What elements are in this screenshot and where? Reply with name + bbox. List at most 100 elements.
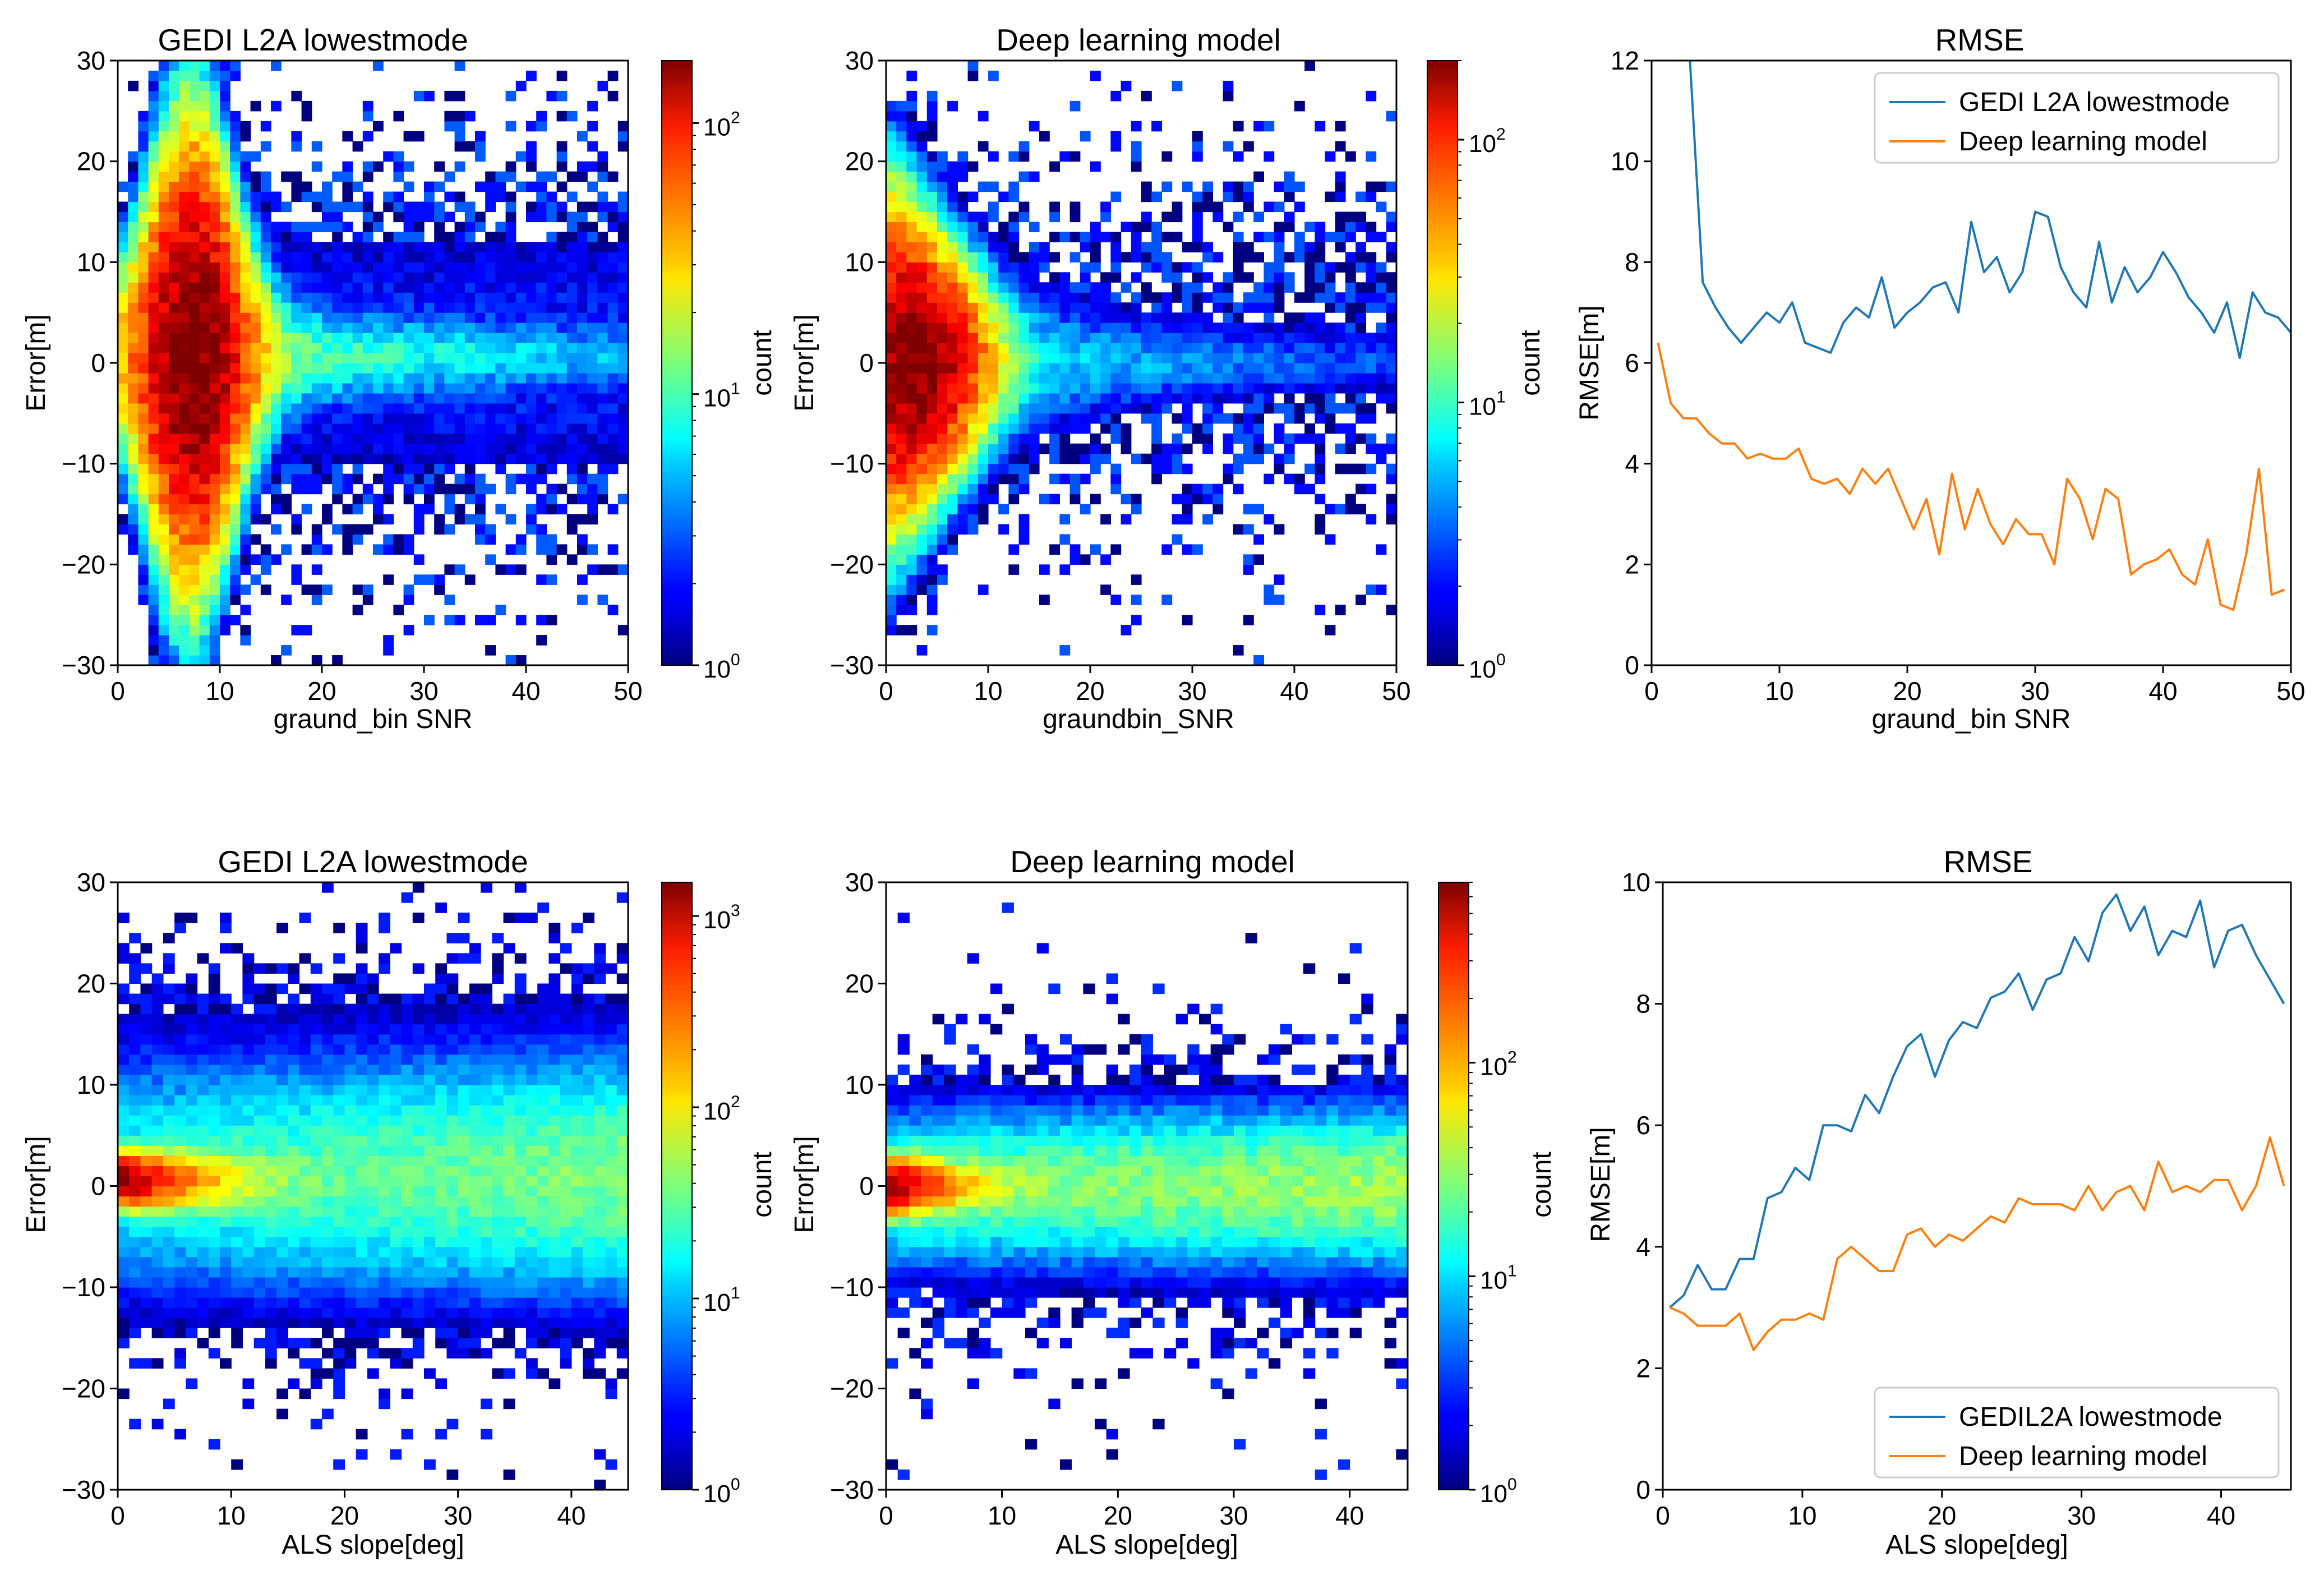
heatmap-cell <box>129 1206 141 1217</box>
heatmap-cell <box>265 1105 277 1116</box>
heatmap-cell <box>458 1246 470 1258</box>
heatmap-cell <box>577 372 588 384</box>
heatmap-cell <box>379 1328 390 1338</box>
heatmap-cell <box>916 645 928 656</box>
heatmap-cell <box>492 1024 504 1035</box>
heatmap-cell <box>896 302 907 313</box>
heatmap-cell <box>344 1287 357 1298</box>
heatmap-cell <box>577 363 588 374</box>
heatmap-cell <box>515 272 527 283</box>
heatmap-cell <box>967 453 979 464</box>
y-tick-label: 10 <box>845 247 874 277</box>
heatmap-cell <box>896 544 907 555</box>
heatmap-cell <box>390 1256 402 1268</box>
heatmap-cell <box>276 1287 288 1298</box>
heatmap-cell <box>967 272 979 283</box>
heatmap-cell <box>138 222 149 233</box>
heatmap-cell <box>288 973 300 984</box>
heatmap-cell <box>186 1216 198 1227</box>
heatmap-cell <box>485 372 496 384</box>
heatmap-cell <box>332 302 343 313</box>
heatmap-cell <box>886 595 897 605</box>
heatmap-cell <box>977 372 989 384</box>
heatmap-cell <box>424 1166 436 1177</box>
heatmap-cell <box>1294 483 1305 495</box>
heatmap-cell <box>434 514 445 525</box>
heatmap-cell <box>1172 201 1183 213</box>
heatmap-cell <box>577 312 588 323</box>
heatmap-cell <box>546 483 557 495</box>
heatmap-cell <box>197 1054 209 1065</box>
heatmap-cell <box>481 1348 492 1358</box>
heatmap-cell <box>250 323 261 333</box>
heatmap-cell <box>333 1297 345 1308</box>
heatmap-cell <box>1080 403 1091 414</box>
heatmap-cell <box>333 1155 345 1166</box>
heatmap-cell <box>174 993 186 1005</box>
heatmap-cell <box>546 372 557 384</box>
heatmap-cell <box>271 292 282 303</box>
heatmap-cell <box>301 383 312 394</box>
heatmap-cell <box>333 993 345 1005</box>
heatmap-cell <box>481 1003 492 1015</box>
heatmap-cell <box>475 403 486 414</box>
heatmap-cell <box>383 151 394 162</box>
heatmap-cell <box>1059 363 1071 374</box>
heatmap-cell <box>231 1318 243 1328</box>
heatmap-cell <box>435 1115 448 1126</box>
heatmap-cell <box>1110 90 1122 102</box>
heatmap-cell <box>536 433 547 444</box>
heatmap-cell <box>148 433 159 444</box>
colorbar-tick-label: 102 <box>703 108 740 141</box>
heatmap-cell <box>444 211 455 223</box>
heatmap-cell <box>128 333 139 343</box>
heatmap-cell <box>128 514 139 525</box>
heatmap-cell <box>260 141 271 152</box>
heatmap-cell <box>1039 302 1050 313</box>
heatmap-cell <box>242 1115 255 1126</box>
heatmap-cell <box>937 524 948 535</box>
heatmap-cell <box>310 1186 322 1197</box>
heatmap-cell <box>1376 292 1387 303</box>
heatmap-cell <box>265 1125 277 1136</box>
heatmap-cell <box>1284 211 1295 223</box>
heatmap-cell <box>209 141 220 152</box>
heatmap-cell <box>342 222 353 233</box>
heatmap-cell <box>435 1287 448 1298</box>
heatmap-cell <box>926 383 938 394</box>
heatmap-cell <box>1151 333 1162 343</box>
heatmap-cell <box>577 443 588 454</box>
heatmap-cell <box>401 1206 413 1217</box>
heatmap-cell <box>435 1277 448 1288</box>
heatmap-cell <box>311 262 322 273</box>
heatmap-cell <box>271 61 282 71</box>
heatmap-cell <box>536 262 547 273</box>
heatmap-cell <box>937 494 948 505</box>
heatmap-cell <box>998 403 1009 414</box>
heatmap-cell <box>220 1095 232 1106</box>
heatmap-cell <box>413 90 425 102</box>
heatmap-cell <box>546 393 557 404</box>
heatmap-cell <box>1366 483 1377 495</box>
heatmap-cell <box>403 131 414 142</box>
heatmap-cell <box>118 1277 130 1288</box>
heatmap-cell <box>189 70 200 81</box>
heatmap-cell <box>957 242 969 252</box>
heatmap-cell <box>1243 323 1254 333</box>
heatmap-cell <box>1386 403 1397 414</box>
heatmap-cell <box>240 272 251 283</box>
heatmap-cell <box>169 372 179 384</box>
heatmap-cell <box>220 333 230 343</box>
heatmap-cell <box>118 262 128 273</box>
heatmap-cell <box>424 211 435 223</box>
heatmap-cell <box>281 645 292 656</box>
heatmap-cell <box>322 1328 334 1338</box>
heatmap-cell <box>617 453 629 464</box>
heatmap-cell <box>1151 292 1162 303</box>
heatmap-cell <box>299 1115 311 1126</box>
heatmap-cell <box>189 564 200 575</box>
heatmap-cell <box>1366 252 1377 262</box>
heatmap-cell <box>158 171 169 182</box>
heatmap-cell <box>265 1186 277 1197</box>
heatmap-cell <box>515 534 527 545</box>
